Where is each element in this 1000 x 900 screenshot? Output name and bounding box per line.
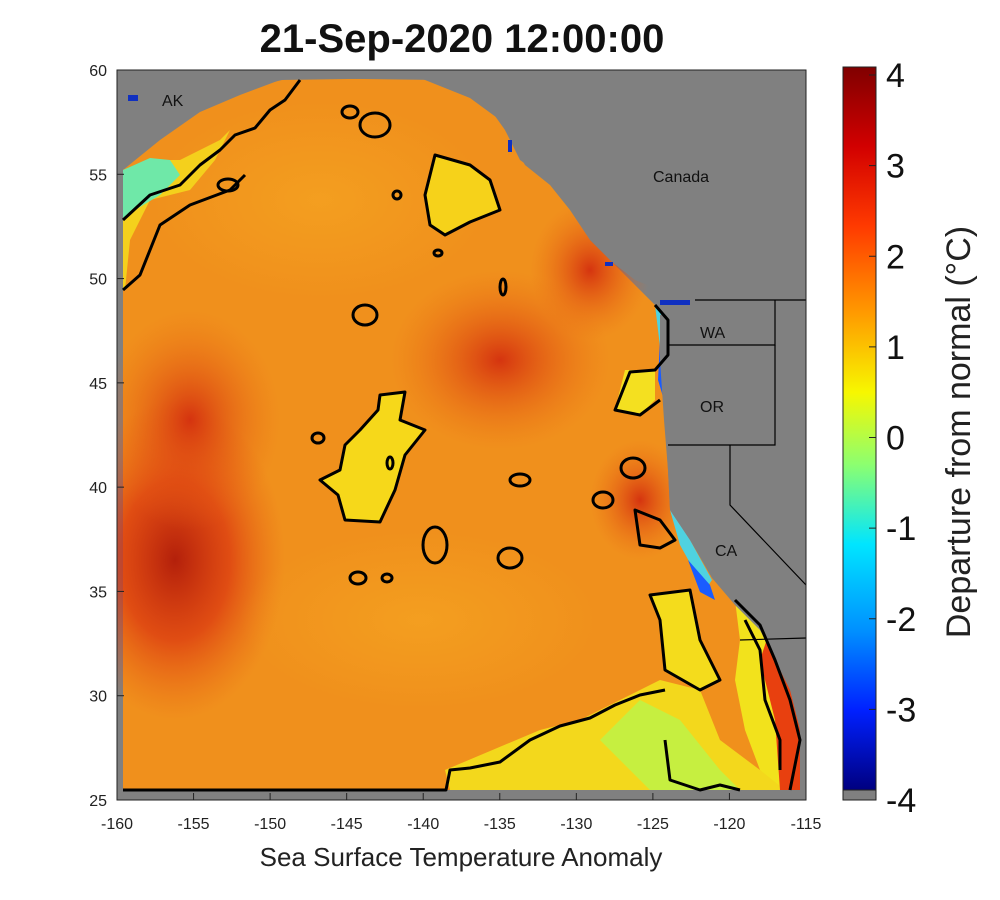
cyan-band-northwest <box>123 158 180 220</box>
cool-patch-coast-south <box>650 590 720 690</box>
y-axis-ticks: 60 55 50 45 40 35 30 25 <box>89 63 124 810</box>
region-label-canada: Canada <box>653 169 709 186</box>
region-label-ak: AK <box>162 93 184 110</box>
colorbar-tick-label: 1 <box>886 329 905 367</box>
y-tick-label: 50 <box>89 272 107 289</box>
land-us-west <box>660 300 806 800</box>
cool-patch-central <box>320 392 425 522</box>
colorbar-gradient <box>842 66 877 791</box>
colorbar-tick-label: 0 <box>886 420 905 458</box>
region-label-wa: WA <box>700 325 726 342</box>
x-tick-label: -145 <box>331 816 363 833</box>
x-tick-label: -125 <box>637 816 669 833</box>
political-borders <box>668 299 806 641</box>
colorbar-tick-label: -4 <box>886 782 916 820</box>
x-tick-label: -150 <box>254 816 286 833</box>
colorbar-tick-label: 3 <box>886 148 905 186</box>
figure-title: 21-Sep-2020 12:00:00 <box>260 17 665 61</box>
fjord-hints <box>128 95 690 305</box>
y-tick-label: 25 <box>89 793 107 810</box>
x-tick-label: -160 <box>101 816 133 833</box>
x-axis-ticks: -160 -155 -150 -145 -140 -135 -130 -125 -120 -115 <box>101 793 822 833</box>
warm-region-north <box>150 100 490 300</box>
land-mexico-edge <box>800 640 806 800</box>
x-axis-label: Sea Surface Temperature Anomaly <box>260 842 663 872</box>
colorbar-land-swatch <box>842 789 877 801</box>
x-tick-label: -155 <box>178 816 210 833</box>
colorbar-tick-label: -1 <box>886 510 916 548</box>
x-tick-label: -135 <box>484 816 516 833</box>
y-tick-label: 35 <box>89 584 107 601</box>
colorbar-ticks: 4 3 2 1 0 -1 -2 -3 -4 <box>869 57 916 820</box>
x-tick-label: -140 <box>407 816 439 833</box>
region-label-or: OR <box>700 399 724 416</box>
hot-region-east <box>590 440 690 560</box>
hot-region-northwest <box>117 310 280 530</box>
colorbar-tick-label: 2 <box>886 238 905 276</box>
y-tick-label: 55 <box>89 167 107 184</box>
y-tick-label: 45 <box>89 376 107 393</box>
colorbar-tick-label: 4 <box>886 57 905 95</box>
anomaly-contours <box>121 79 802 792</box>
plot-frame <box>116 69 807 801</box>
colorbar-tick-label: -2 <box>886 601 916 639</box>
colorbar-tick-label: -3 <box>886 691 916 729</box>
y-tick-label: 30 <box>89 689 107 706</box>
colorbar: 4 3 2 1 0 -1 -2 -3 -4 Departure from normal (°C) <box>842 57 978 820</box>
y-tick-label: 40 <box>89 480 107 497</box>
map-plot-area <box>117 70 806 800</box>
cool-band-southeast-inner <box>600 700 740 790</box>
y-tick-label: 60 <box>89 63 107 80</box>
warm-region-south <box>240 530 600 710</box>
x-tick-label: -115 <box>791 816 822 833</box>
colorbar-label: Departure from normal (°C) <box>940 226 978 638</box>
land-alaska-canada <box>117 70 806 300</box>
x-tick-label: -120 <box>713 816 745 833</box>
region-label-ca: CA <box>715 543 738 560</box>
x-tick-label: -130 <box>560 816 592 833</box>
